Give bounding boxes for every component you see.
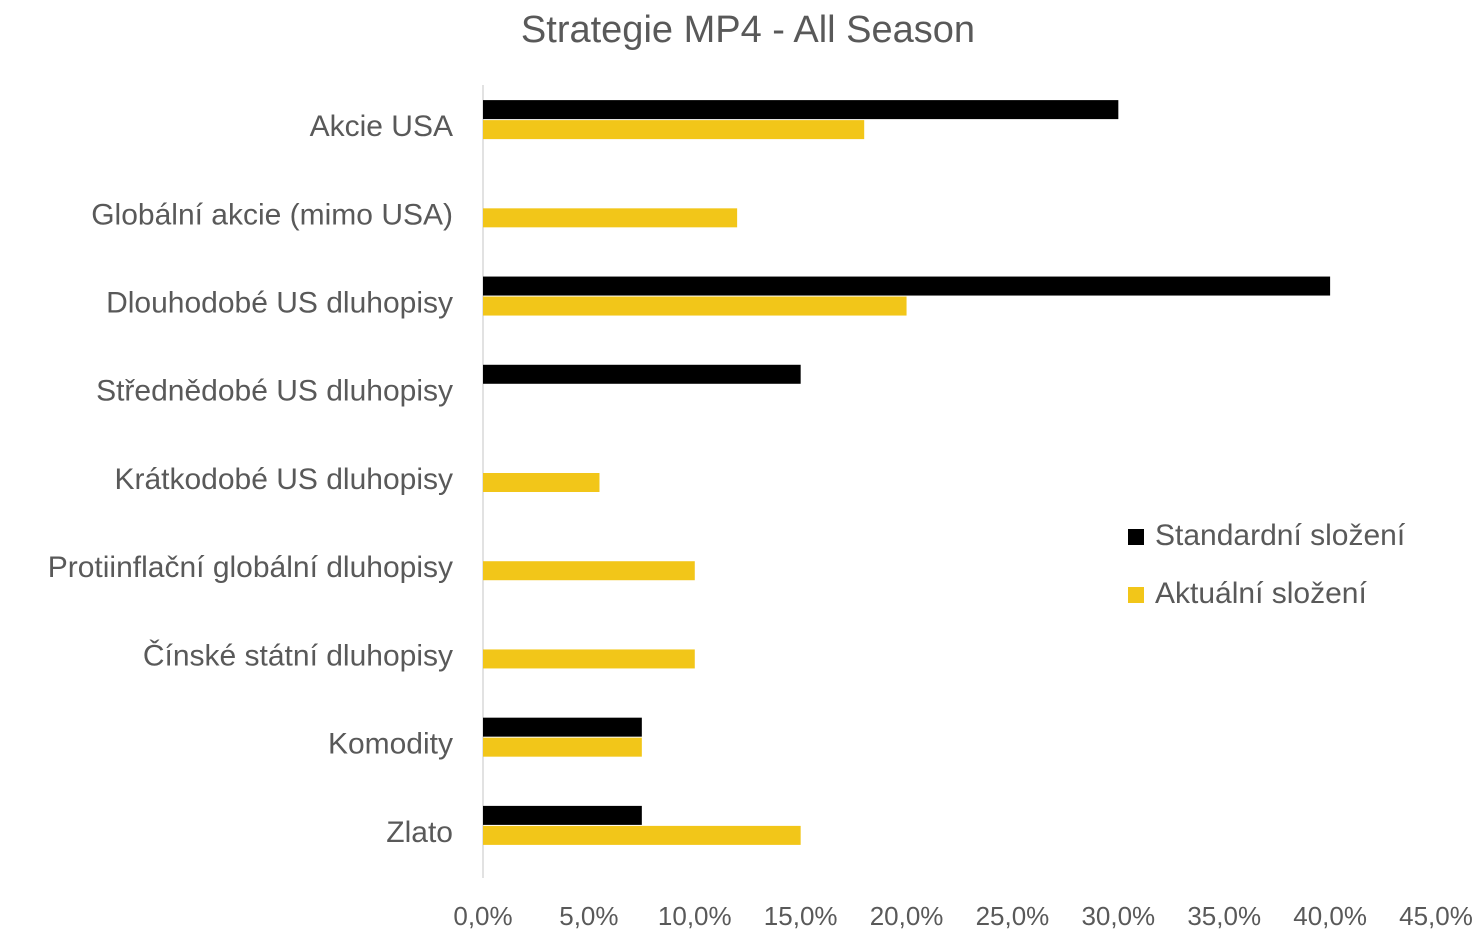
y-tick-label: Střednědobé US dluhopisy xyxy=(96,375,453,408)
y-tick-label: Akcie USA xyxy=(310,110,453,143)
bar xyxy=(483,561,695,581)
y-tick-label: Dlouhodobé US dluhopisy xyxy=(106,286,453,319)
chart-title: Strategie MP4 - All Season xyxy=(521,9,975,51)
bar xyxy=(483,717,642,737)
bar xyxy=(483,473,600,492)
x-tick-label: 20,0% xyxy=(870,901,944,931)
y-tick-label: Protiinflační globální dluhopisy xyxy=(48,551,453,584)
y-tick-label: Krátkodobé US dluhopisy xyxy=(114,463,453,496)
y-tick-label: Globální akcie (mimo USA) xyxy=(91,198,453,231)
y-tick-label: Zlato xyxy=(386,816,453,849)
x-tick-label: 40,0% xyxy=(1293,901,1367,931)
x-tick-label: 10,0% xyxy=(658,901,732,931)
bar xyxy=(483,737,642,757)
bar xyxy=(483,296,907,316)
bar xyxy=(483,120,865,140)
x-tick-label: 15,0% xyxy=(764,901,838,931)
bar xyxy=(483,649,695,669)
legend-swatch xyxy=(1128,587,1144,603)
x-tick-label: 35,0% xyxy=(1187,901,1261,931)
x-tick-label: 5,0% xyxy=(559,901,618,931)
bar xyxy=(483,805,642,825)
bar xyxy=(483,100,1119,120)
y-tick-label: Komodity xyxy=(328,728,453,761)
x-tick-label: 0,0% xyxy=(453,901,512,931)
bar xyxy=(483,208,738,228)
legend-label: Aktuální složení xyxy=(1155,577,1367,610)
x-tick-label: 30,0% xyxy=(1081,901,1155,931)
bar xyxy=(483,364,801,384)
legend-swatch xyxy=(1128,529,1144,545)
legend-label: Standardní složení xyxy=(1155,519,1406,552)
y-tick-label: Čínské státní dluhopisy xyxy=(143,638,453,672)
bar xyxy=(483,825,801,845)
x-tick-label: 25,0% xyxy=(976,901,1050,931)
x-tick-label: 45,0% xyxy=(1399,901,1473,931)
bar xyxy=(483,276,1331,296)
